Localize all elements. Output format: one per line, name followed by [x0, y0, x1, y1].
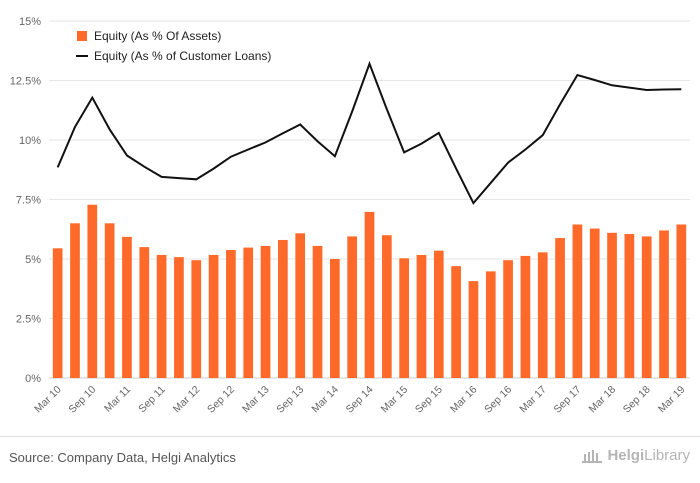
bar — [226, 249, 236, 378]
bar — [87, 204, 98, 378]
bar — [555, 238, 565, 378]
x-tick-label: Sep 13 — [274, 384, 306, 416]
bar — [260, 245, 271, 378]
bar — [52, 248, 63, 378]
line-series — [56, 60, 682, 205]
bar — [624, 234, 635, 378]
bar — [503, 260, 513, 378]
legend-label-line: Equity (As % of Customer Loans) — [94, 49, 271, 63]
x-tick-label: Mar 16 — [448, 384, 480, 416]
helgi-library-logo[interactable]: Helgi Library — [581, 447, 690, 464]
bar — [122, 236, 132, 378]
bar — [191, 260, 202, 378]
bars — [52, 204, 687, 378]
bar — [330, 259, 340, 378]
x-tick-label: Sep 17 — [551, 384, 583, 416]
x-tick-label: Mar 15 — [379, 384, 411, 416]
x-tick-label: Sep 18 — [621, 384, 653, 416]
library-building-icon — [582, 449, 603, 463]
bar — [399, 258, 409, 378]
source-text: Source: Company Data, Helgi Analytics — [9, 450, 236, 465]
bar — [607, 232, 617, 378]
x-tick-label: Mar 18 — [587, 384, 619, 416]
bar — [174, 257, 184, 378]
bar — [589, 228, 600, 378]
x-tick-label: Mar 13 — [240, 384, 272, 416]
footer-divider — [0, 436, 700, 437]
x-tick-label: Sep 11 — [136, 384, 168, 416]
bar — [537, 252, 548, 378]
logo-text-helgi: Helgi — [607, 447, 645, 464]
bar — [520, 255, 531, 378]
logo-text-library: Library — [644, 447, 690, 464]
bar — [641, 236, 652, 378]
bar — [70, 223, 80, 378]
y-tick-label: 10% — [19, 135, 41, 147]
bar — [485, 271, 496, 378]
bar — [295, 233, 306, 378]
bar — [243, 247, 254, 378]
x-tick-label: Sep 14 — [344, 384, 376, 416]
x-axis: Mar 10 Sep 10 Mar 11 Sep 11 Mar 12 Sep 12 Mar … — [32, 384, 687, 416]
bar — [572, 224, 583, 378]
legend: Equity (As % Of Assets) Equity (As % of C… — [76, 29, 271, 63]
y-tick-label: 0% — [25, 373, 41, 385]
y-tick-label: 15% — [19, 16, 41, 28]
x-tick-label: Mar 17 — [517, 384, 549, 416]
bar — [278, 239, 288, 378]
x-tick-label: Mar 14 — [309, 384, 341, 416]
bar — [139, 247, 150, 378]
legend-label-bar: Equity (As % Of Assets) — [94, 29, 221, 43]
bar — [364, 211, 375, 378]
x-tick-label: Sep 10 — [66, 384, 98, 416]
footer: Source: Company Data, Helgi Analytics He… — [0, 436, 700, 483]
x-tick-label: Sep 15 — [413, 384, 445, 416]
y-axis: 0% 2.5% 5% 7.5% 10% 12.5% 15% — [10, 16, 41, 385]
y-tick-label: 7.5% — [16, 195, 41, 207]
bar — [347, 236, 358, 378]
x-tick-label: Mar 12 — [171, 384, 203, 416]
y-tick-label: 12.5% — [10, 76, 41, 88]
x-tick-label: Mar 10 — [32, 384, 64, 416]
bar — [104, 223, 115, 378]
chart: 0%2.5%5%7.5%10%12.5%15% Mar 10 Sep 10 Mar … — [10, 16, 690, 416]
bar — [433, 250, 444, 378]
bar — [156, 254, 167, 378]
line-series-path — [56, 60, 682, 205]
bar — [659, 230, 669, 378]
x-tick-label: Sep 12 — [205, 384, 237, 416]
legend-swatch-bar — [77, 31, 87, 41]
x-tick-label: Sep 16 — [482, 384, 514, 416]
bar — [416, 254, 427, 378]
bar — [208, 254, 219, 378]
bar — [312, 245, 323, 378]
y-tick-label: 5% — [25, 254, 41, 266]
x-tick-label: Mar 11 — [102, 384, 133, 415]
y-tick-label: 2.5% — [16, 314, 41, 326]
bar — [676, 224, 687, 378]
bar — [381, 235, 392, 378]
x-tick-label: Mar 19 — [656, 384, 688, 416]
bar — [468, 281, 479, 378]
bar — [451, 266, 461, 378]
